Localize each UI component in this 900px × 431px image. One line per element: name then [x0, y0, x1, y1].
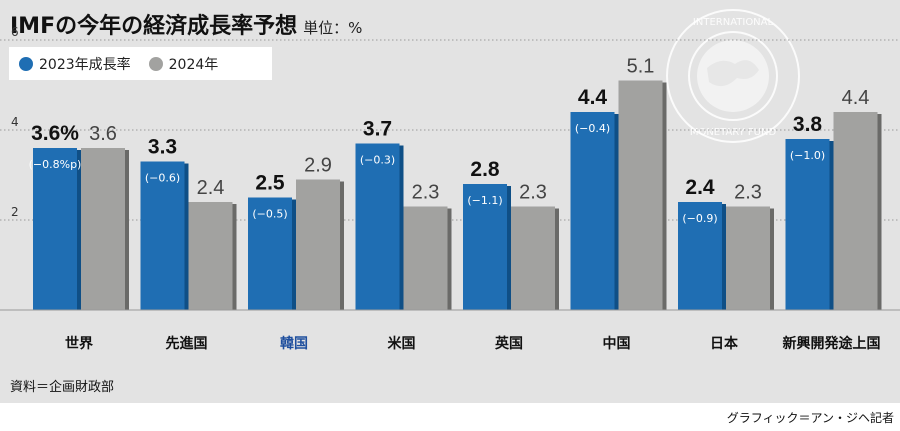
value-label-2024: 4.4 [842, 87, 870, 109]
bar-2024 [618, 80, 663, 310]
bar-2024 [296, 179, 340, 310]
imf-seal-watermark: INTERNATIONAL MONETARY FUND [666, 9, 800, 143]
source-note: 資料＝企画財政部 [10, 380, 115, 395]
value-label-2023: 4.4 [578, 86, 608, 109]
y-tick-label-6: 6 [11, 25, 19, 39]
svg-text:MONETARY FUND: MONETARY FUND [690, 127, 777, 138]
value-label-2023: 3.8 [793, 113, 823, 136]
change-label: (−0.3) [360, 154, 395, 167]
value-label-2024: 3.6 [89, 123, 117, 145]
bar-2023 [355, 143, 400, 310]
bar-shade [876, 114, 882, 310]
bar-2023 [463, 184, 507, 310]
value-label-2023: 3.3 [148, 136, 177, 159]
bar-2024 [403, 206, 448, 310]
change-label: (−0.9) [682, 212, 717, 225]
change-label: (−0.4) [575, 122, 610, 135]
graphic-credit: グラフィック＝アン・ジヘ記者 [726, 411, 894, 425]
value-label-2024: 2.3 [734, 182, 762, 204]
bar-shade [183, 163, 189, 310]
bar-shade [661, 82, 667, 310]
change-label: (−1.1) [467, 194, 502, 207]
x-tick-label: 日本 [710, 335, 739, 352]
legend-item-2024: 2024年 [148, 54, 219, 74]
change-label: (−0.6) [145, 172, 180, 185]
change-label: (−0.8%p) [29, 158, 82, 171]
value-label-2023: 2.5 [255, 172, 285, 195]
x-tick-label: 世界 [65, 335, 94, 352]
bar-shade [398, 145, 404, 310]
x-tick-label: 中国 [603, 335, 631, 352]
y-tick-label-4: 4 [11, 115, 19, 129]
value-label-2024: 2.3 [519, 182, 547, 204]
bar-shade [613, 114, 619, 310]
value-label-2023: 3.7 [363, 118, 392, 141]
bar-2023 [248, 197, 292, 310]
bar-shade [231, 204, 237, 310]
bar-2024 [511, 206, 555, 310]
bar-shade [506, 186, 511, 310]
legend-label-2023: 2023年成長率 [39, 56, 131, 73]
x-tick-label: 韓国 [280, 335, 308, 352]
value-label-2024: 2.3 [412, 182, 440, 204]
legend-item-2023: 2023年成長率 [19, 54, 131, 74]
bar-2023 [570, 112, 615, 310]
bar-2023 [785, 139, 830, 310]
bar-shade [446, 208, 452, 310]
value-label-2023: 3.6% [31, 122, 79, 145]
bar-shade [769, 208, 774, 310]
bar-chart: 2 4 6 3.6% (−0.8%p) 3.6 世界 3.3 (−0.6) 2.4 先進国 2.5 (−… [0, 25, 900, 352]
bar-shade [554, 208, 559, 310]
chart-title: IMFの今年の経済成長率予想 単位：% [10, 8, 362, 40]
svg-text:INTERNATIONAL: INTERNATIONAL [693, 17, 774, 28]
bar-2023 [33, 148, 77, 310]
bar-2024 [81, 148, 125, 310]
bar-2024 [726, 206, 770, 310]
chart-title-text: IMFの今年の経済成長率予想 [10, 14, 298, 39]
bar-shade [339, 181, 344, 310]
unit-label: 単位：% [303, 19, 363, 37]
value-label-2023: 2.4 [685, 176, 715, 199]
bar-shade [828, 141, 834, 310]
bar-shade [76, 150, 81, 310]
legend-swatch-2024 [148, 56, 163, 71]
bar-shade [721, 204, 726, 310]
bar-2024 [188, 202, 233, 310]
x-tick-label: 先進国 [166, 335, 208, 352]
change-label: (−0.5) [252, 208, 287, 221]
bar-2024 [833, 112, 878, 310]
x-tick-label: 新興開発途上国 [783, 335, 881, 352]
value-label-2023: 2.8 [470, 158, 500, 181]
bar-2023 [140, 161, 185, 310]
value-label-2024: 2.4 [197, 177, 225, 199]
legend-label-2024: 2024年 [168, 56, 219, 73]
x-tick-label: 英国 [494, 335, 523, 352]
y-tick-label-2: 2 [11, 205, 19, 219]
value-label-2024: 5.1 [627, 56, 655, 78]
x-tick-label: 米国 [388, 335, 416, 352]
change-label: (−1.0) [790, 149, 825, 162]
value-label-2024: 2.9 [304, 155, 332, 177]
legend-swatch-2023 [19, 56, 33, 71]
bar-2023 [678, 202, 722, 310]
bar-shade [291, 199, 296, 310]
bar-shade [124, 150, 129, 310]
legend: 2023年成長率 2024年 [9, 47, 272, 80]
